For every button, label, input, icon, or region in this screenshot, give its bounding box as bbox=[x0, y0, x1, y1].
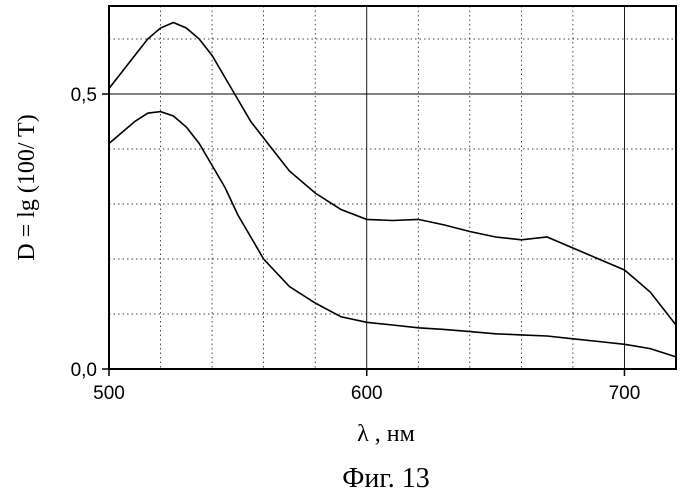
plot-frame bbox=[109, 6, 676, 369]
minor-gridlines bbox=[109, 6, 676, 369]
x-axis-label: λ , нм bbox=[357, 421, 415, 447]
axis-ticks bbox=[102, 94, 624, 376]
x-tick-label: 600 bbox=[351, 383, 383, 404]
y-tick-label: 0,5 bbox=[71, 85, 97, 106]
tick-labels: 500 600 700 0,0 0,5 bbox=[71, 85, 641, 404]
series-line-1 bbox=[109, 23, 676, 326]
x-tick-label: 700 bbox=[609, 383, 641, 404]
y-axis-label: D = lg (100/ T) bbox=[14, 114, 40, 260]
figure-caption: Фиг. 13 bbox=[342, 463, 429, 494]
y-tick-label: 0,0 bbox=[71, 360, 97, 381]
major-gridlines bbox=[109, 6, 676, 369]
x-tick-label: 500 bbox=[93, 383, 125, 404]
series-lines bbox=[109, 23, 676, 357]
series-line-2 bbox=[109, 112, 676, 357]
